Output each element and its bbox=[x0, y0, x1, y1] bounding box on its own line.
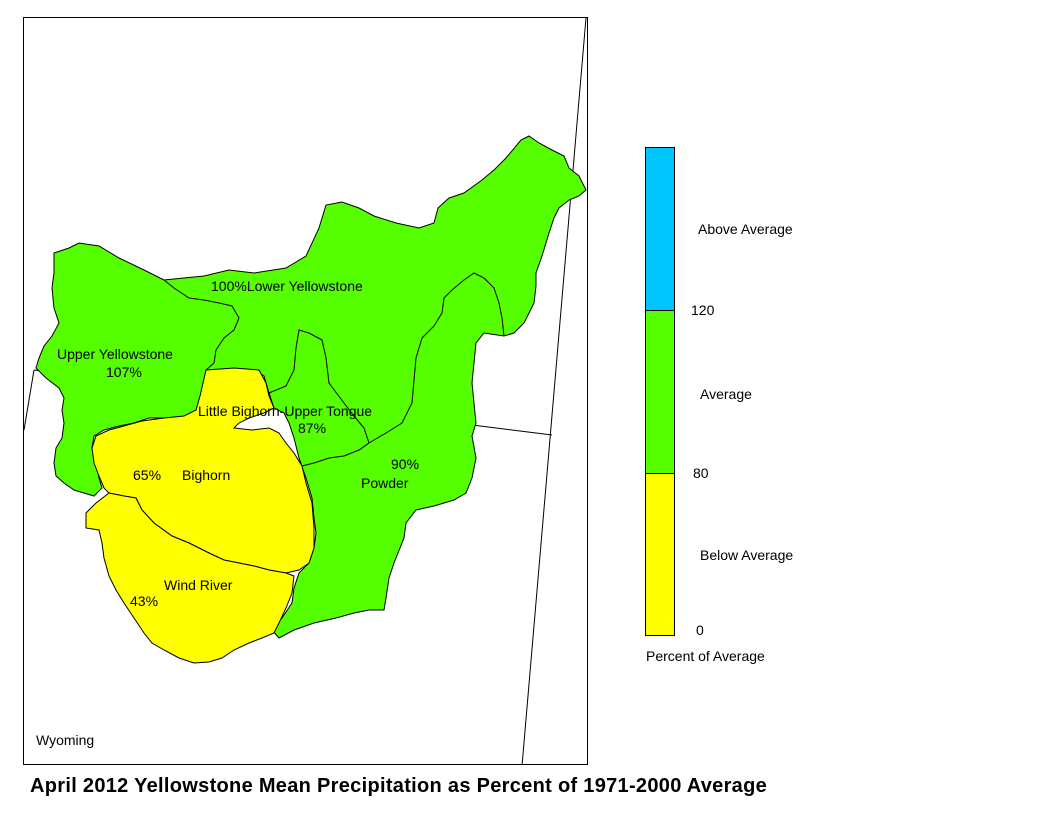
basin-name-wind-river: Wind River bbox=[164, 577, 233, 593]
legend-break-80: 80 bbox=[693, 465, 709, 481]
legend-swatch-above bbox=[646, 148, 674, 310]
legend-color-bar bbox=[645, 147, 675, 636]
basin-percent-little-bighorn: 87% bbox=[298, 420, 326, 436]
legend-label-above: Above Average bbox=[698, 221, 793, 237]
legend-caption: Percent of Average bbox=[646, 648, 765, 664]
basin-name-upper-yellowstone: Upper Yellowstone bbox=[57, 346, 173, 362]
map-frame: 100%Lower Yellowstone Upper Yellowstone … bbox=[23, 17, 588, 765]
legend-label-average: Average bbox=[700, 386, 752, 402]
basin-name-little-bighorn: Little Bighorn-Upper Tongue bbox=[198, 403, 372, 419]
basin-wind-river bbox=[85, 492, 295, 664]
legend-swatch-below bbox=[646, 473, 674, 635]
basin-label-lower-yellowstone: 100%Lower Yellowstone bbox=[211, 278, 363, 294]
basin-name-bighorn: Bighorn bbox=[182, 467, 230, 483]
boundary-little-bighorn bbox=[268, 329, 370, 467]
basin-percent-upper-yellowstone: 107% bbox=[106, 364, 142, 380]
legend-label-below: Below Average bbox=[700, 547, 794, 563]
boundary-upper-yellowstone bbox=[163, 279, 240, 371]
boundary-powder bbox=[368, 272, 505, 444]
state-label: Wyoming bbox=[36, 732, 95, 748]
map-title: April 2012 Yellowstone Mean Precipitatio… bbox=[30, 775, 768, 797]
state-border-west bbox=[24, 369, 35, 431]
basin-average-region bbox=[35, 135, 587, 639]
state-border-east bbox=[521, 18, 587, 764]
basin-percent-bighorn: 65% bbox=[133, 467, 161, 483]
basin-percent-powder: 90% bbox=[391, 456, 419, 472]
basin-percent-wind-river: 43% bbox=[130, 593, 158, 609]
legend-break-120: 120 bbox=[691, 302, 715, 318]
basin-name-powder: Powder bbox=[361, 475, 409, 491]
legend-break-0: 0 bbox=[696, 622, 704, 638]
legend-swatch-average bbox=[646, 310, 674, 473]
basin-map: 100%Lower Yellowstone Upper Yellowstone … bbox=[24, 18, 587, 764]
